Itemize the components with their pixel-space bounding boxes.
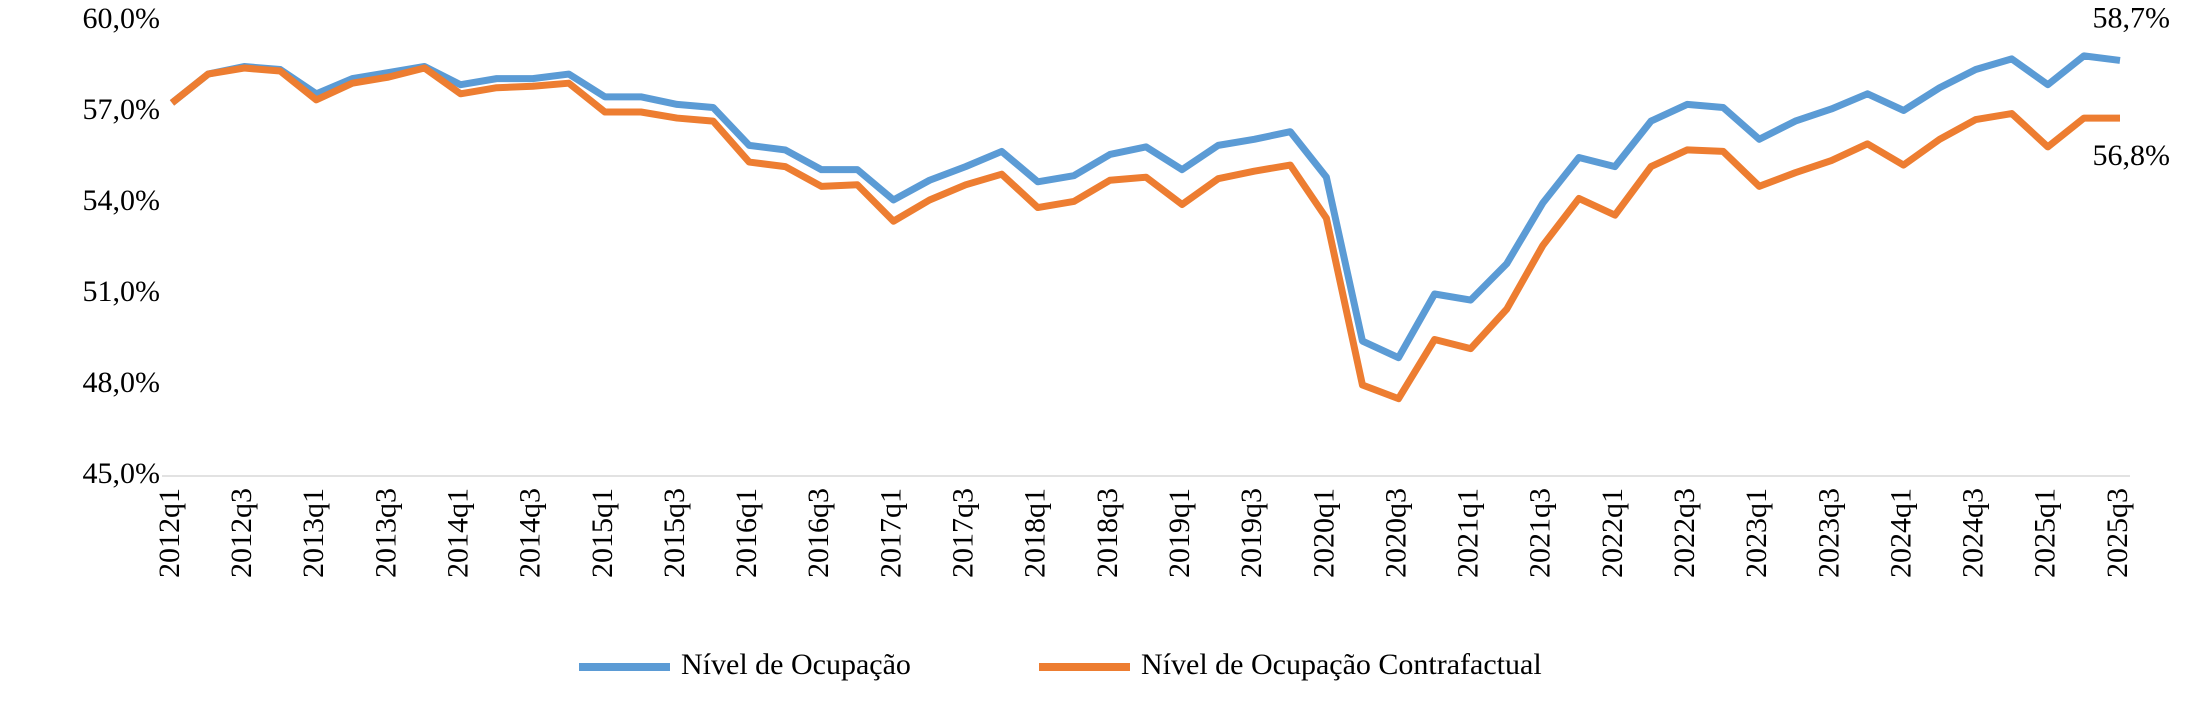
x-tick-label: 2021q3: [1524, 488, 1557, 578]
x-tick-label: 2017q3: [947, 488, 980, 578]
x-tick-label: 2022q3: [1668, 488, 1701, 578]
x-tick-label: 2015q1: [586, 488, 619, 578]
x-tick-label: 2014q1: [441, 488, 474, 578]
y-tick-label: 45,0%: [83, 457, 161, 490]
y-tick-label: 48,0%: [83, 366, 161, 399]
legend-label: Nível de Ocupação: [681, 648, 911, 681]
x-tick-label: 2023q1: [1740, 488, 1773, 578]
x-tick-label: 2016q3: [802, 488, 835, 578]
x-tick-label: 2019q1: [1163, 488, 1196, 578]
x-tick-label: 2025q3: [2101, 488, 2134, 578]
value-label: 56,8%: [2093, 139, 2171, 172]
x-tick-label: 2012q1: [153, 488, 186, 578]
x-tick-label: 2024q1: [1884, 488, 1917, 578]
x-tick-label: 2018q1: [1019, 488, 1052, 578]
x-tick-label: 2024q3: [1957, 488, 1990, 578]
x-tick-label: 2022q1: [1596, 488, 1629, 578]
y-tick-label: 60,0%: [83, 2, 161, 35]
x-tick-label: 2017q1: [874, 488, 907, 578]
x-tick-label: 2020q1: [1307, 488, 1340, 578]
x-tick-label: 2018q3: [1091, 488, 1124, 578]
y-tick-label: 57,0%: [83, 93, 161, 126]
series-line: [169, 52, 2121, 362]
x-tick-label: 2014q3: [514, 488, 547, 578]
x-tick-label: 2015q3: [658, 488, 691, 578]
x-tick-label: 2023q3: [1812, 488, 1845, 578]
legend-label: Nível de Ocupação Contrafactual: [1141, 648, 1542, 681]
x-tick-label: 2020q3: [1379, 488, 1412, 578]
x-tick-label: 2021q1: [1452, 488, 1485, 578]
y-tick-label: 54,0%: [83, 184, 161, 217]
value-label: 58,7%: [2093, 1, 2171, 34]
x-tick-label: 2019q3: [1235, 488, 1268, 578]
x-tick-label: 2012q3: [225, 488, 258, 578]
x-tick-label: 2013q1: [297, 488, 330, 578]
y-tick-label: 51,0%: [83, 275, 161, 308]
series-line: [169, 64, 2120, 403]
x-tick-label: 2025q1: [2029, 488, 2062, 578]
x-tick-label: 2016q1: [730, 488, 763, 578]
x-tick-label: 2013q3: [369, 488, 402, 578]
